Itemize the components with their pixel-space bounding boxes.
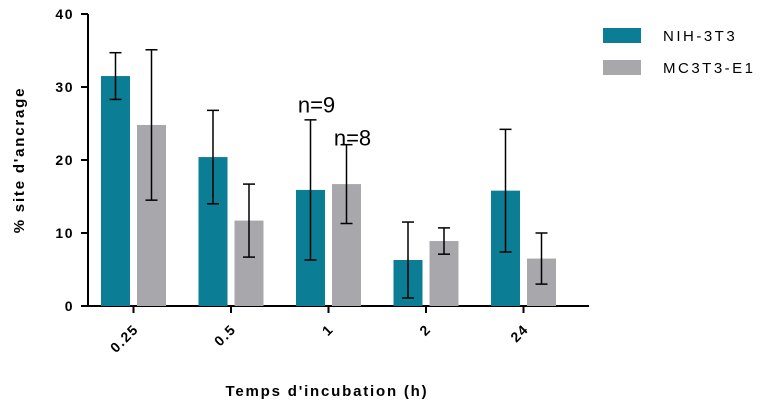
x-tick-label: 2 — [416, 321, 434, 339]
legend-swatch-nih-3t3 — [603, 28, 641, 43]
x-axis-title: Temps d'incubation (h) — [226, 383, 429, 400]
bar-nih-3t3-0-25 — [101, 76, 130, 306]
legend-label-nih-3t3: NIH-3T3 — [663, 28, 737, 45]
y-axis: 0 10 20 30 40 — [55, 6, 89, 314]
legend-label-mc3t3-e1: MC3T3-E1 — [663, 60, 756, 77]
x-axis: 0.25 0.5 1 2 24 — [87, 305, 589, 356]
y-tick-label: 0 — [65, 298, 74, 314]
y-tick-label: 20 — [55, 152, 74, 168]
x-tick-label: 1 — [319, 321, 337, 339]
x-tick-label: 0.5 — [211, 321, 239, 349]
annotation-n-9: n=9 — [298, 93, 335, 118]
x-tick-label: 24 — [507, 321, 531, 345]
y-tick-label: 40 — [55, 6, 74, 22]
annotation-n-8: n=8 — [334, 125, 371, 150]
y-tick-label: 30 — [55, 79, 74, 95]
legend: NIH-3T3 MC3T3-E1 — [603, 28, 756, 77]
y-axis-title: % site d'ancrage — [11, 87, 28, 234]
bars — [101, 76, 556, 307]
annotations: n=9n=8 — [298, 93, 371, 151]
legend-swatch-mc3t3-e1 — [603, 60, 641, 75]
x-tick-label: 0.25 — [107, 321, 142, 356]
error-bars — [109, 49, 548, 299]
y-tick-label: 10 — [55, 225, 74, 241]
